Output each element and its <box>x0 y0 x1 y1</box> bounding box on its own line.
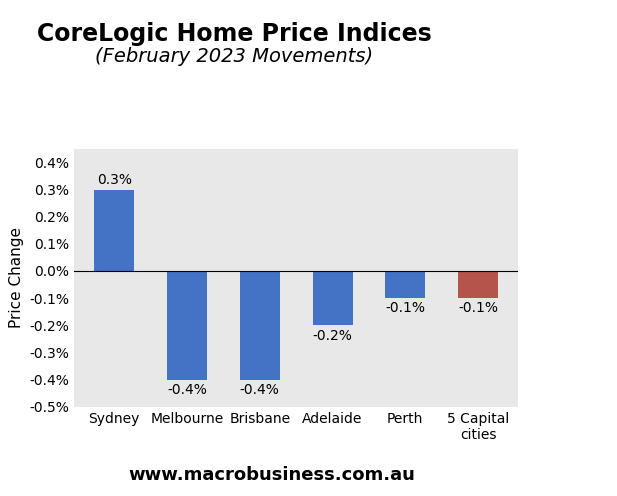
Bar <box>240 271 280 379</box>
Text: MACRO: MACRO <box>473 38 558 58</box>
Bar <box>94 189 135 271</box>
Y-axis label: Price Change: Price Change <box>9 227 23 328</box>
Text: -0.1%: -0.1% <box>458 302 498 315</box>
Text: 0.3%: 0.3% <box>97 174 132 187</box>
Text: -0.2%: -0.2% <box>313 328 352 343</box>
Text: CoreLogic Home Price Indices: CoreLogic Home Price Indices <box>37 22 432 46</box>
Text: -0.4%: -0.4% <box>167 383 207 397</box>
Text: www.macrobusiness.com.au: www.macrobusiness.com.au <box>128 466 415 484</box>
Bar <box>167 271 207 379</box>
Text: BUSINESS: BUSINESS <box>469 74 561 92</box>
Text: -0.4%: -0.4% <box>240 383 280 397</box>
Bar <box>458 271 498 298</box>
Bar <box>385 271 425 298</box>
Bar <box>313 271 352 325</box>
Text: -0.1%: -0.1% <box>385 302 425 315</box>
Text: (February 2023 Movements): (February 2023 Movements) <box>96 47 373 66</box>
